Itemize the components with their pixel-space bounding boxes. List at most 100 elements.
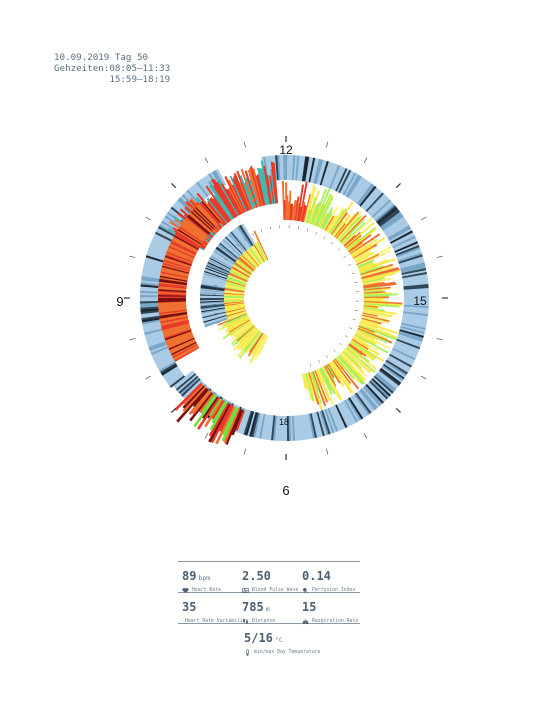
inner-blue-segment	[203, 314, 227, 323]
left-blue-segment	[174, 201, 190, 216]
warm-segment	[363, 290, 383, 293]
inner-spiral-segment	[222, 301, 245, 305]
outer-blue-segment	[348, 176, 364, 199]
outer-blue-segment	[312, 412, 321, 438]
outer-blue-segment	[387, 225, 411, 240]
warm-segment	[299, 181, 308, 222]
warm-segment	[318, 196, 334, 228]
left-blue-segment	[141, 275, 160, 281]
inner-blue-segment	[238, 225, 253, 247]
left-red-segment	[170, 341, 197, 356]
clock-tick	[243, 141, 246, 148]
outer-blue-segment	[399, 327, 425, 337]
clock-label-9: 9	[116, 294, 123, 309]
stat-hrv: 35 Heart Rate Variability	[182, 596, 249, 625]
inner-tick	[339, 342, 343, 346]
outer-blue-segment	[290, 155, 294, 181]
outer-blue-segment	[384, 220, 408, 236]
noon-red-segment	[247, 169, 261, 207]
left-red-segment	[173, 345, 199, 361]
distance-label: Distance	[252, 619, 276, 624]
left-red-segment	[179, 226, 204, 243]
left-blue-segment	[157, 359, 175, 371]
left-blue-segment	[158, 360, 176, 373]
noon-red-segment	[212, 198, 231, 222]
inner-spiral-segment	[251, 333, 265, 354]
inner-spiral-segment	[229, 260, 252, 276]
outer-blue-segment	[322, 162, 334, 187]
inner-spiral-segment	[223, 297, 244, 299]
noon-red-segment	[240, 168, 256, 209]
outer-blue-segment	[298, 415, 304, 441]
inner-tick	[354, 281, 358, 284]
noon-red-segment	[229, 175, 248, 212]
warm-segment	[364, 296, 389, 299]
warm-segment	[294, 196, 300, 221]
outer-blue-segment	[396, 338, 421, 350]
warm-segment	[314, 188, 331, 226]
clock-tick	[436, 338, 443, 341]
warm-segment	[346, 346, 360, 358]
spike-segment	[208, 398, 222, 417]
warm-segment	[339, 214, 367, 243]
warm-segment	[313, 370, 326, 402]
left-red-segment	[163, 327, 191, 338]
left-blue-segment	[140, 309, 159, 315]
inner-spiral-segment	[233, 260, 252, 275]
outer-blue-segment	[390, 232, 415, 246]
spike-segment	[235, 410, 245, 431]
left-red-segment	[188, 213, 212, 233]
rings-group	[140, 155, 429, 445]
warm-segment	[328, 209, 345, 234]
outer-blue-segment	[354, 181, 371, 203]
left-blue-segment	[144, 330, 163, 337]
outer-blue-segment	[381, 365, 404, 382]
inner-spiral-segment	[223, 314, 248, 326]
warm-segment	[358, 325, 375, 334]
left-red-segment	[167, 335, 194, 348]
outer-blue-segment	[310, 158, 318, 183]
left-red-segment	[160, 317, 189, 325]
inner-tick	[217, 321, 221, 324]
hrv-value: 35	[182, 600, 197, 614]
left-blue-segment	[215, 168, 227, 186]
warm-segment	[356, 249, 391, 267]
left-blue-segment	[162, 365, 179, 378]
outer-blue-segment	[393, 344, 418, 358]
inner-tick	[219, 266, 223, 269]
outer-blue-segment	[314, 412, 323, 437]
outer-blue-segment	[306, 413, 314, 439]
left-red-segment	[187, 214, 211, 234]
warm-segment	[362, 311, 390, 318]
outer-blue-segment	[319, 161, 330, 186]
left-blue-segment	[154, 354, 173, 365]
noon-red-segment	[249, 179, 259, 208]
warm-segment	[307, 372, 314, 393]
inner-tick	[349, 327, 353, 330]
spike-segment	[191, 390, 212, 415]
left-blue-segment	[140, 311, 159, 317]
outer-blue-segment	[404, 296, 429, 299]
clock-tick	[363, 157, 368, 164]
left-blue-segment	[141, 317, 160, 323]
inner-spiral-segment	[255, 335, 267, 357]
warm-segment	[335, 357, 355, 380]
inner-tick	[333, 349, 336, 352]
warm-segment	[324, 215, 335, 231]
spike-segment	[197, 397, 221, 430]
spike-segment	[208, 403, 231, 443]
warm-segment	[342, 217, 373, 246]
noon-red-segment	[245, 177, 257, 208]
left-red-segment	[176, 229, 202, 246]
warm-segment	[339, 353, 367, 382]
spike-segment	[183, 383, 204, 405]
noon-red-segment	[205, 185, 232, 222]
noon-red-segment	[210, 197, 230, 223]
left-red-segment	[163, 326, 191, 337]
warm-segment	[358, 326, 388, 341]
left-blue-segment	[169, 375, 186, 388]
outer-blue-segment	[364, 385, 383, 406]
outer-blue-segment	[395, 340, 420, 352]
warm-segment	[333, 359, 345, 373]
outer-blue-segment	[283, 155, 286, 180]
